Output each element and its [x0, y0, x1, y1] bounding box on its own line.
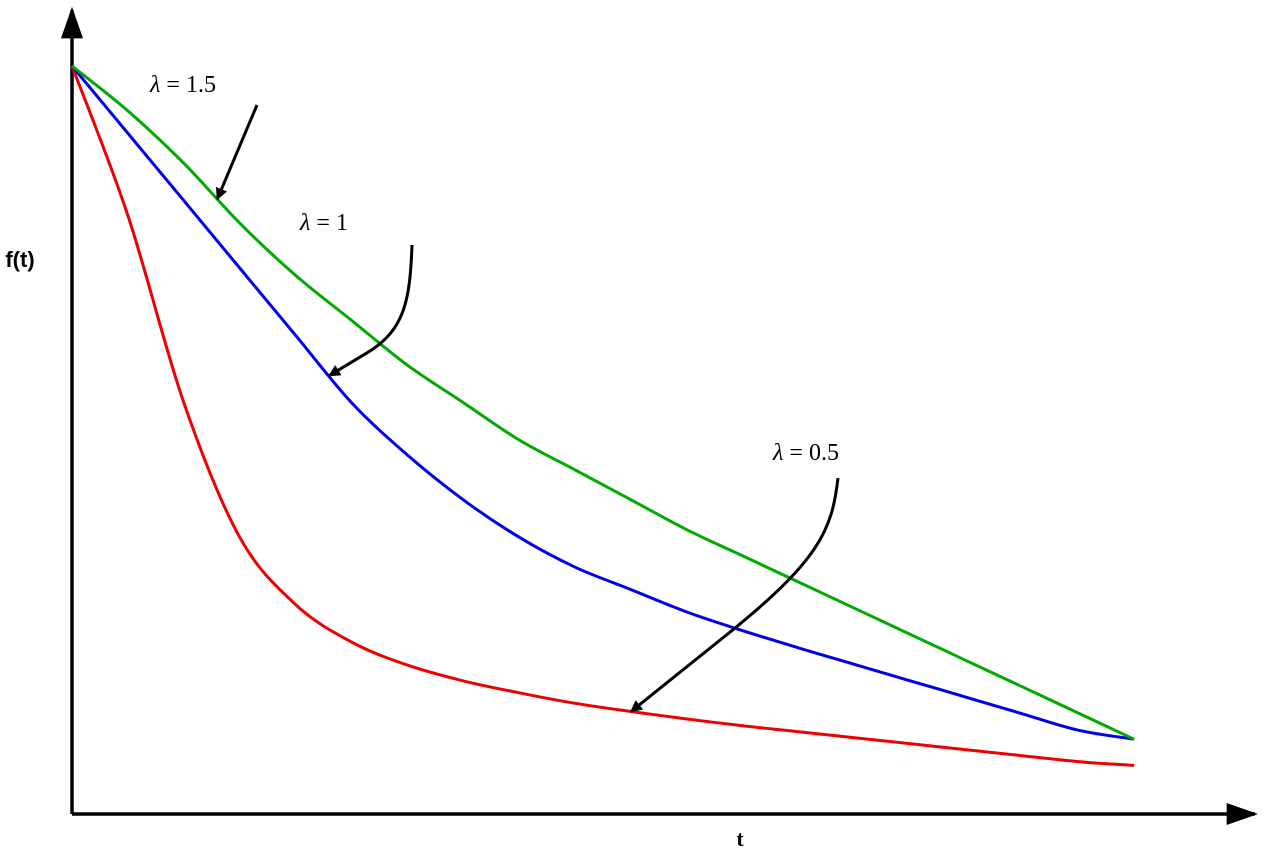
annotation-label-lambda-1-5: λ = 1.5: [149, 72, 216, 98]
annotation-label-lambda-0-5: λ = 0.5: [772, 440, 839, 466]
series-line-lambda-1-5: [71, 64, 1135, 741]
series-line-lambda-0-5: [70, 65, 1135, 767]
x-axis-label: t: [736, 826, 744, 850]
annotation-layer: λ = 1.5 λ = 1 λ = 0.5: [149, 72, 840, 713]
annotation-arrow-lambda-1: [328, 244, 414, 377]
series-layer: [70, 64, 1135, 767]
annotation-arrow-lambda-0-5: [630, 477, 840, 713]
annotation-label-lambda-1: λ = 1: [299, 210, 348, 236]
series-line-lambda-1: [70, 65, 1135, 741]
annotation-arrow-lambda-1-5: [215, 104, 259, 201]
y-axis-label: f(t): [5, 247, 34, 272]
